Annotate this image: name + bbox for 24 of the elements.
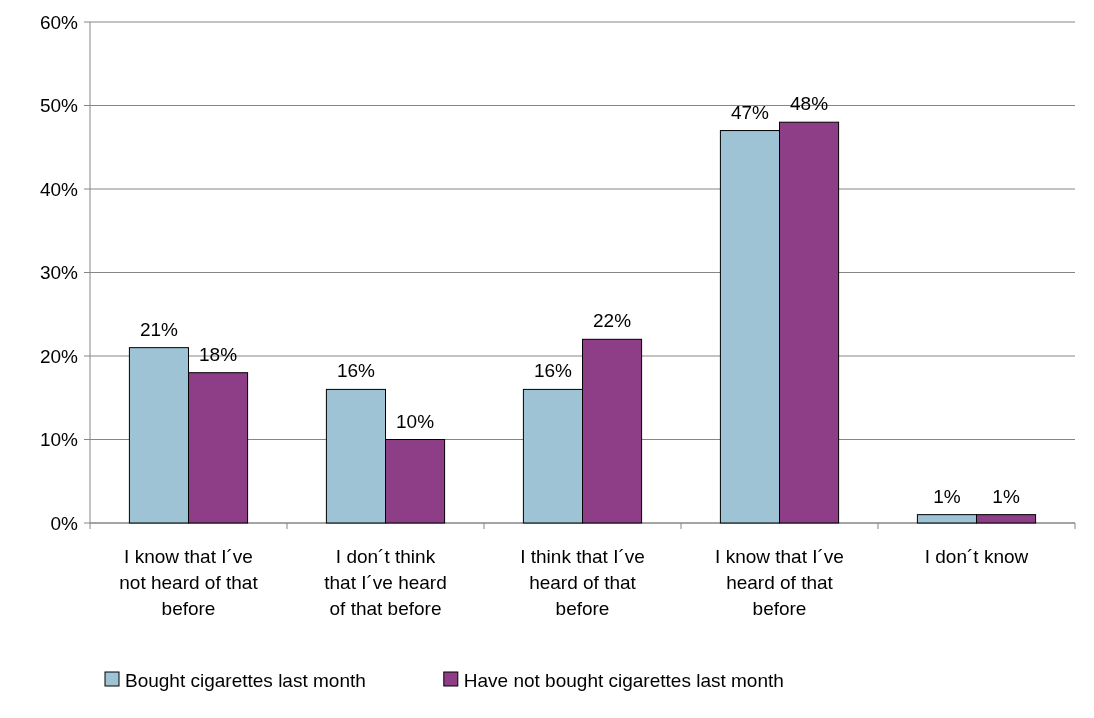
y-tick-label: 30%: [39, 262, 79, 284]
legend-label: Bought cigarettes last month: [125, 669, 366, 691]
data-label: 47%: [730, 101, 770, 123]
x-tick-label: I don´t know: [924, 546, 1029, 567]
data-label: 1%: [992, 485, 1020, 507]
y-tick-label: 50%: [39, 95, 79, 117]
data-label: 48%: [790, 93, 829, 115]
x-tick-label: I know that I´ve heard of that before: [715, 546, 844, 619]
data-label: 16%: [533, 360, 573, 382]
x-tick-label: I don´t think that I´ve heard of that before: [324, 546, 447, 619]
y-tick-label: 40%: [39, 178, 79, 200]
data-label: 10%: [396, 410, 435, 432]
data-label: 21%: [139, 318, 179, 340]
x-tick-label: I think that I´ve heard of that before: [520, 546, 645, 619]
y-tick-label: 10%: [39, 429, 79, 451]
data-label: 18%: [199, 343, 238, 365]
y-tick-label: 60%: [39, 11, 79, 33]
y-tick-label: 20%: [39, 345, 79, 367]
data-label: 22%: [593, 310, 632, 332]
data-label: 1%: [933, 485, 961, 507]
data-label: 16%: [336, 360, 376, 382]
y-tick-label: 0%: [50, 512, 79, 534]
legend-label: Have not bought cigarettes last month: [463, 669, 784, 691]
x-tick-label: I know that I´ve not heard of that before: [119, 546, 259, 619]
